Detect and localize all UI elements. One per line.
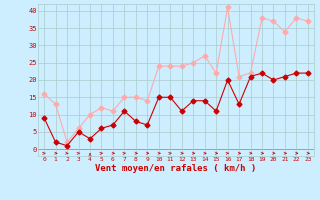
X-axis label: Vent moyen/en rafales ( km/h ): Vent moyen/en rafales ( km/h ): [95, 164, 257, 173]
